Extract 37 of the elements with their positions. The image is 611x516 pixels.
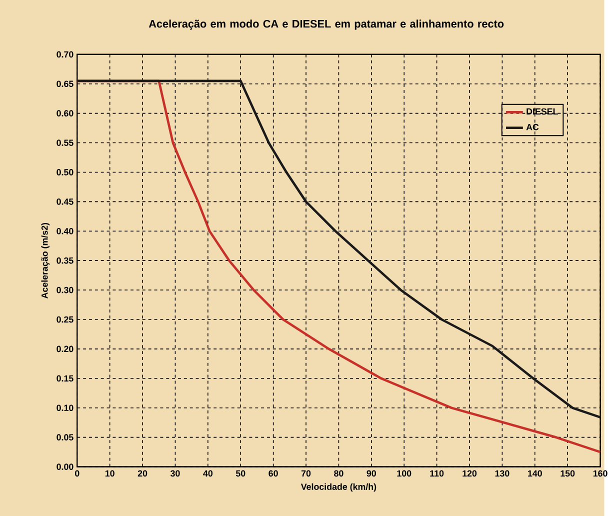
y-tick-label: 0.45 (56, 198, 74, 205)
y-tick-label: 0.60 (56, 110, 74, 116)
x-tick-label: 100 (397, 470, 412, 476)
chart-title: Aceleração em modo CA e DIESEL em patamar e alinhamento recto (148, 20, 504, 30)
y-tick-label: 0.15 (56, 375, 74, 382)
x-tick-label: 150 (560, 470, 575, 476)
y-tick-label: 0.65 (56, 80, 74, 87)
x-tick-label: 80 (334, 470, 344, 476)
x-tick-label: 130 (495, 470, 510, 476)
y-axis-title: Aceleração (m/s2) (41, 222, 50, 298)
y-tick-label: 0.05 (56, 434, 74, 440)
x-tick-label: 40 (203, 470, 213, 476)
y-tick-label: 0.35 (56, 257, 74, 264)
y-tick-label: 0.50 (56, 168, 74, 176)
y-tick-label: 0.25 (56, 316, 74, 323)
x-tick-label: 70 (301, 470, 311, 476)
y-tick-label: 0.30 (56, 286, 74, 294)
x-tick-label: 30 (170, 470, 180, 476)
x-tick-label: 50 (236, 470, 246, 476)
y-tick-label: 0.10 (56, 404, 74, 411)
x-tick-label: 20 (138, 470, 148, 476)
y-tick-label: 0.20 (56, 346, 74, 352)
x-tick-label: 0 (75, 470, 80, 476)
y-tick-label: 0.40 (56, 228, 74, 234)
x-axis-title: Velocidade (km/h) (300, 483, 376, 492)
y-tick-label: 0.55 (56, 139, 74, 146)
legend-label: AC (526, 124, 539, 130)
legend-label: DIESEL (526, 108, 558, 115)
y-tick-label: 0.00 (56, 464, 74, 470)
x-tick-label: 140 (528, 470, 542, 476)
x-tick-label: 120 (462, 470, 477, 476)
x-tick-label: 110 (430, 470, 444, 476)
x-tick-label: 90 (366, 470, 376, 476)
x-tick-label: 160 (593, 470, 608, 476)
x-tick-label: 10 (105, 470, 114, 476)
y-tick-label: 0.70 (56, 51, 74, 58)
x-tick-label: 60 (268, 470, 278, 476)
